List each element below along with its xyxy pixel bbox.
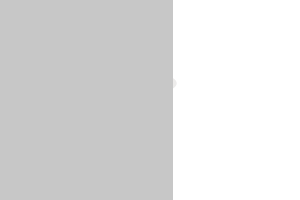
Text: 40: 40 [126, 102, 139, 112]
Text: 170: 170 [120, 29, 139, 39]
Ellipse shape [137, 76, 173, 91]
Text: 70: 70 [126, 71, 139, 81]
Ellipse shape [152, 82, 158, 84]
Text: 130: 130 [120, 40, 139, 50]
Ellipse shape [141, 77, 169, 89]
Text: 100: 100 [120, 52, 139, 62]
Text: 15: 15 [126, 145, 139, 155]
Text: 35: 35 [126, 110, 139, 120]
Text: 25: 25 [126, 125, 139, 135]
Text: 55: 55 [126, 84, 139, 94]
Ellipse shape [133, 74, 177, 93]
Ellipse shape [150, 81, 160, 85]
Bar [38, 24, 171, 178]
Ellipse shape [144, 79, 166, 88]
Ellipse shape [147, 80, 163, 87]
Text: 10: 10 [126, 158, 139, 168]
